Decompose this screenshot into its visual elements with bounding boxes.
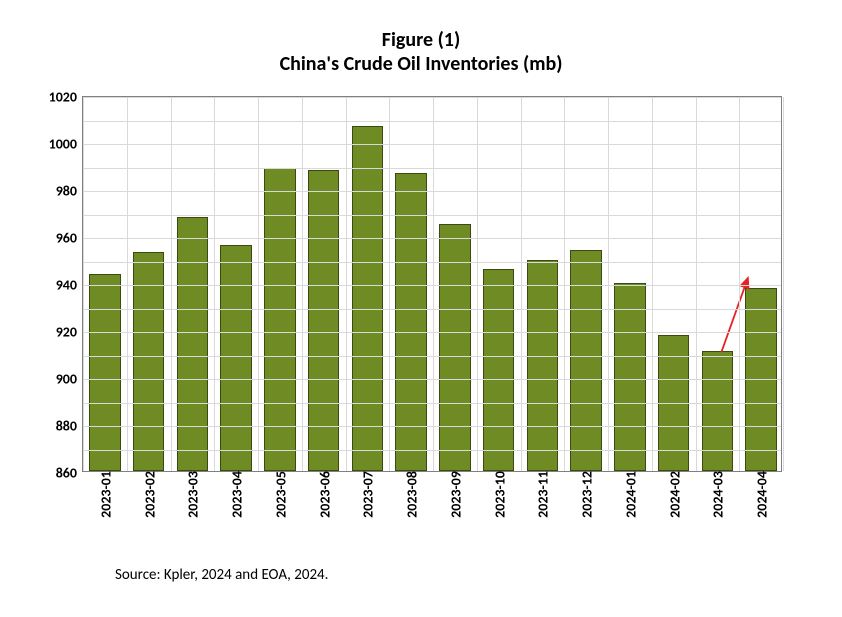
y-tick-label: 980: [56, 183, 83, 200]
bar: [614, 283, 646, 471]
grid-v: [389, 97, 390, 471]
bar-slot: 2023-04: [214, 95, 258, 471]
bar-slot: 2023-05: [258, 95, 302, 471]
grid-v: [433, 97, 434, 471]
x-tick-label: 2024-04: [748, 471, 771, 518]
bars-layer: 2023-012023-022023-032023-042023-052023-…: [83, 97, 781, 471]
grid-h-major: [83, 191, 781, 192]
bar: [570, 250, 602, 471]
x-tick-label: 2023-11: [529, 471, 552, 518]
grid-v: [521, 97, 522, 471]
grid-v: [171, 97, 172, 471]
grid-h-minor: [83, 168, 781, 169]
grid-h-major: [83, 97, 781, 98]
grid-h-minor: [83, 309, 781, 310]
bar-slot: 2023-01: [83, 95, 127, 471]
grid-v: [477, 97, 478, 471]
bar: [220, 245, 252, 471]
y-tick-label: 1020: [49, 89, 83, 106]
y-tick-label: 860: [56, 465, 83, 482]
bar: [527, 260, 559, 472]
plot-area: 2023-012023-022023-032023-042023-052023-…: [82, 96, 782, 472]
x-tick-label: 2023-03: [179, 471, 202, 518]
bar-slot: 2023-07: [346, 95, 390, 471]
bar-slot: 2023-06: [302, 95, 346, 471]
x-tick-label: 2023-02: [135, 471, 158, 518]
x-tick-label: 2023-09: [441, 471, 464, 518]
x-tick-label: 2023-04: [223, 471, 246, 518]
bar-slot: 2023-12: [564, 95, 608, 471]
grid-h-minor: [83, 121, 781, 122]
grid-v: [214, 97, 215, 471]
grid-h-minor: [83, 356, 781, 357]
bar-slot: 2024-01: [608, 95, 652, 471]
chart-title-line2: China's Crude Oil Inventories (mb): [0, 52, 842, 76]
grid-v: [739, 97, 740, 471]
bar-slot: 2024-04: [739, 95, 783, 471]
x-tick-label: 2023-07: [354, 471, 377, 518]
bar-slot: 2023-08: [389, 95, 433, 471]
grid-h-minor: [83, 450, 781, 451]
y-tick-label: 900: [56, 371, 83, 388]
grid-h-major: [83, 332, 781, 333]
bar: [177, 217, 209, 471]
y-tick-label: 1000: [49, 136, 83, 153]
grid-h-major: [83, 238, 781, 239]
bar-slot: 2023-03: [171, 95, 215, 471]
bar-slot: 2023-02: [127, 95, 171, 471]
chart-titles: Figure (1) China's Crude Oil Inventories…: [0, 28, 842, 76]
grid-v: [258, 97, 259, 471]
y-tick-label: 940: [56, 277, 83, 294]
bar: [483, 269, 515, 471]
bar: [702, 351, 734, 471]
grid-v: [127, 97, 128, 471]
grid-h-major: [83, 285, 781, 286]
chart-container: Figure (1) China's Crude Oil Inventories…: [0, 0, 842, 617]
bar-slot: 2023-09: [433, 95, 477, 471]
x-tick-label: 2024-03: [704, 471, 727, 518]
bar-slot: 2023-10: [477, 95, 521, 471]
x-tick-label: 2023-12: [573, 471, 596, 518]
x-tick-label: 2023-10: [485, 471, 508, 518]
grid-v: [346, 97, 347, 471]
bar-slot: 2024-03: [696, 95, 740, 471]
x-tick-label: 2023-01: [91, 471, 114, 518]
chart-title-line1: Figure (1): [0, 28, 842, 52]
bar-slot: 2023-11: [521, 95, 565, 471]
x-tick-label: 2024-02: [660, 471, 683, 518]
grid-v: [696, 97, 697, 471]
source-text: Source: Kpler, 2024 and EOA, 2024.: [115, 566, 328, 584]
y-tick-label: 880: [56, 418, 83, 435]
grid-v: [608, 97, 609, 471]
bar: [352, 126, 384, 471]
grid-h-minor: [83, 262, 781, 263]
grid-h-minor: [83, 403, 781, 404]
grid-v: [783, 97, 784, 471]
x-tick-label: 2023-06: [310, 471, 333, 518]
y-tick-label: 920: [56, 324, 83, 341]
grid-h-major: [83, 144, 781, 145]
grid-v: [83, 97, 84, 471]
grid-h-minor: [83, 215, 781, 216]
bar-slot: 2024-02: [652, 95, 696, 471]
bar: [89, 274, 121, 471]
x-tick-label: 2023-08: [398, 471, 421, 518]
grid-h-major: [83, 426, 781, 427]
x-tick-label: 2023-05: [266, 471, 289, 518]
grid-v: [652, 97, 653, 471]
grid-v: [302, 97, 303, 471]
grid-h-major: [83, 379, 781, 380]
y-tick-label: 960: [56, 230, 83, 247]
x-tick-label: 2024-01: [616, 471, 639, 518]
grid-v: [564, 97, 565, 471]
